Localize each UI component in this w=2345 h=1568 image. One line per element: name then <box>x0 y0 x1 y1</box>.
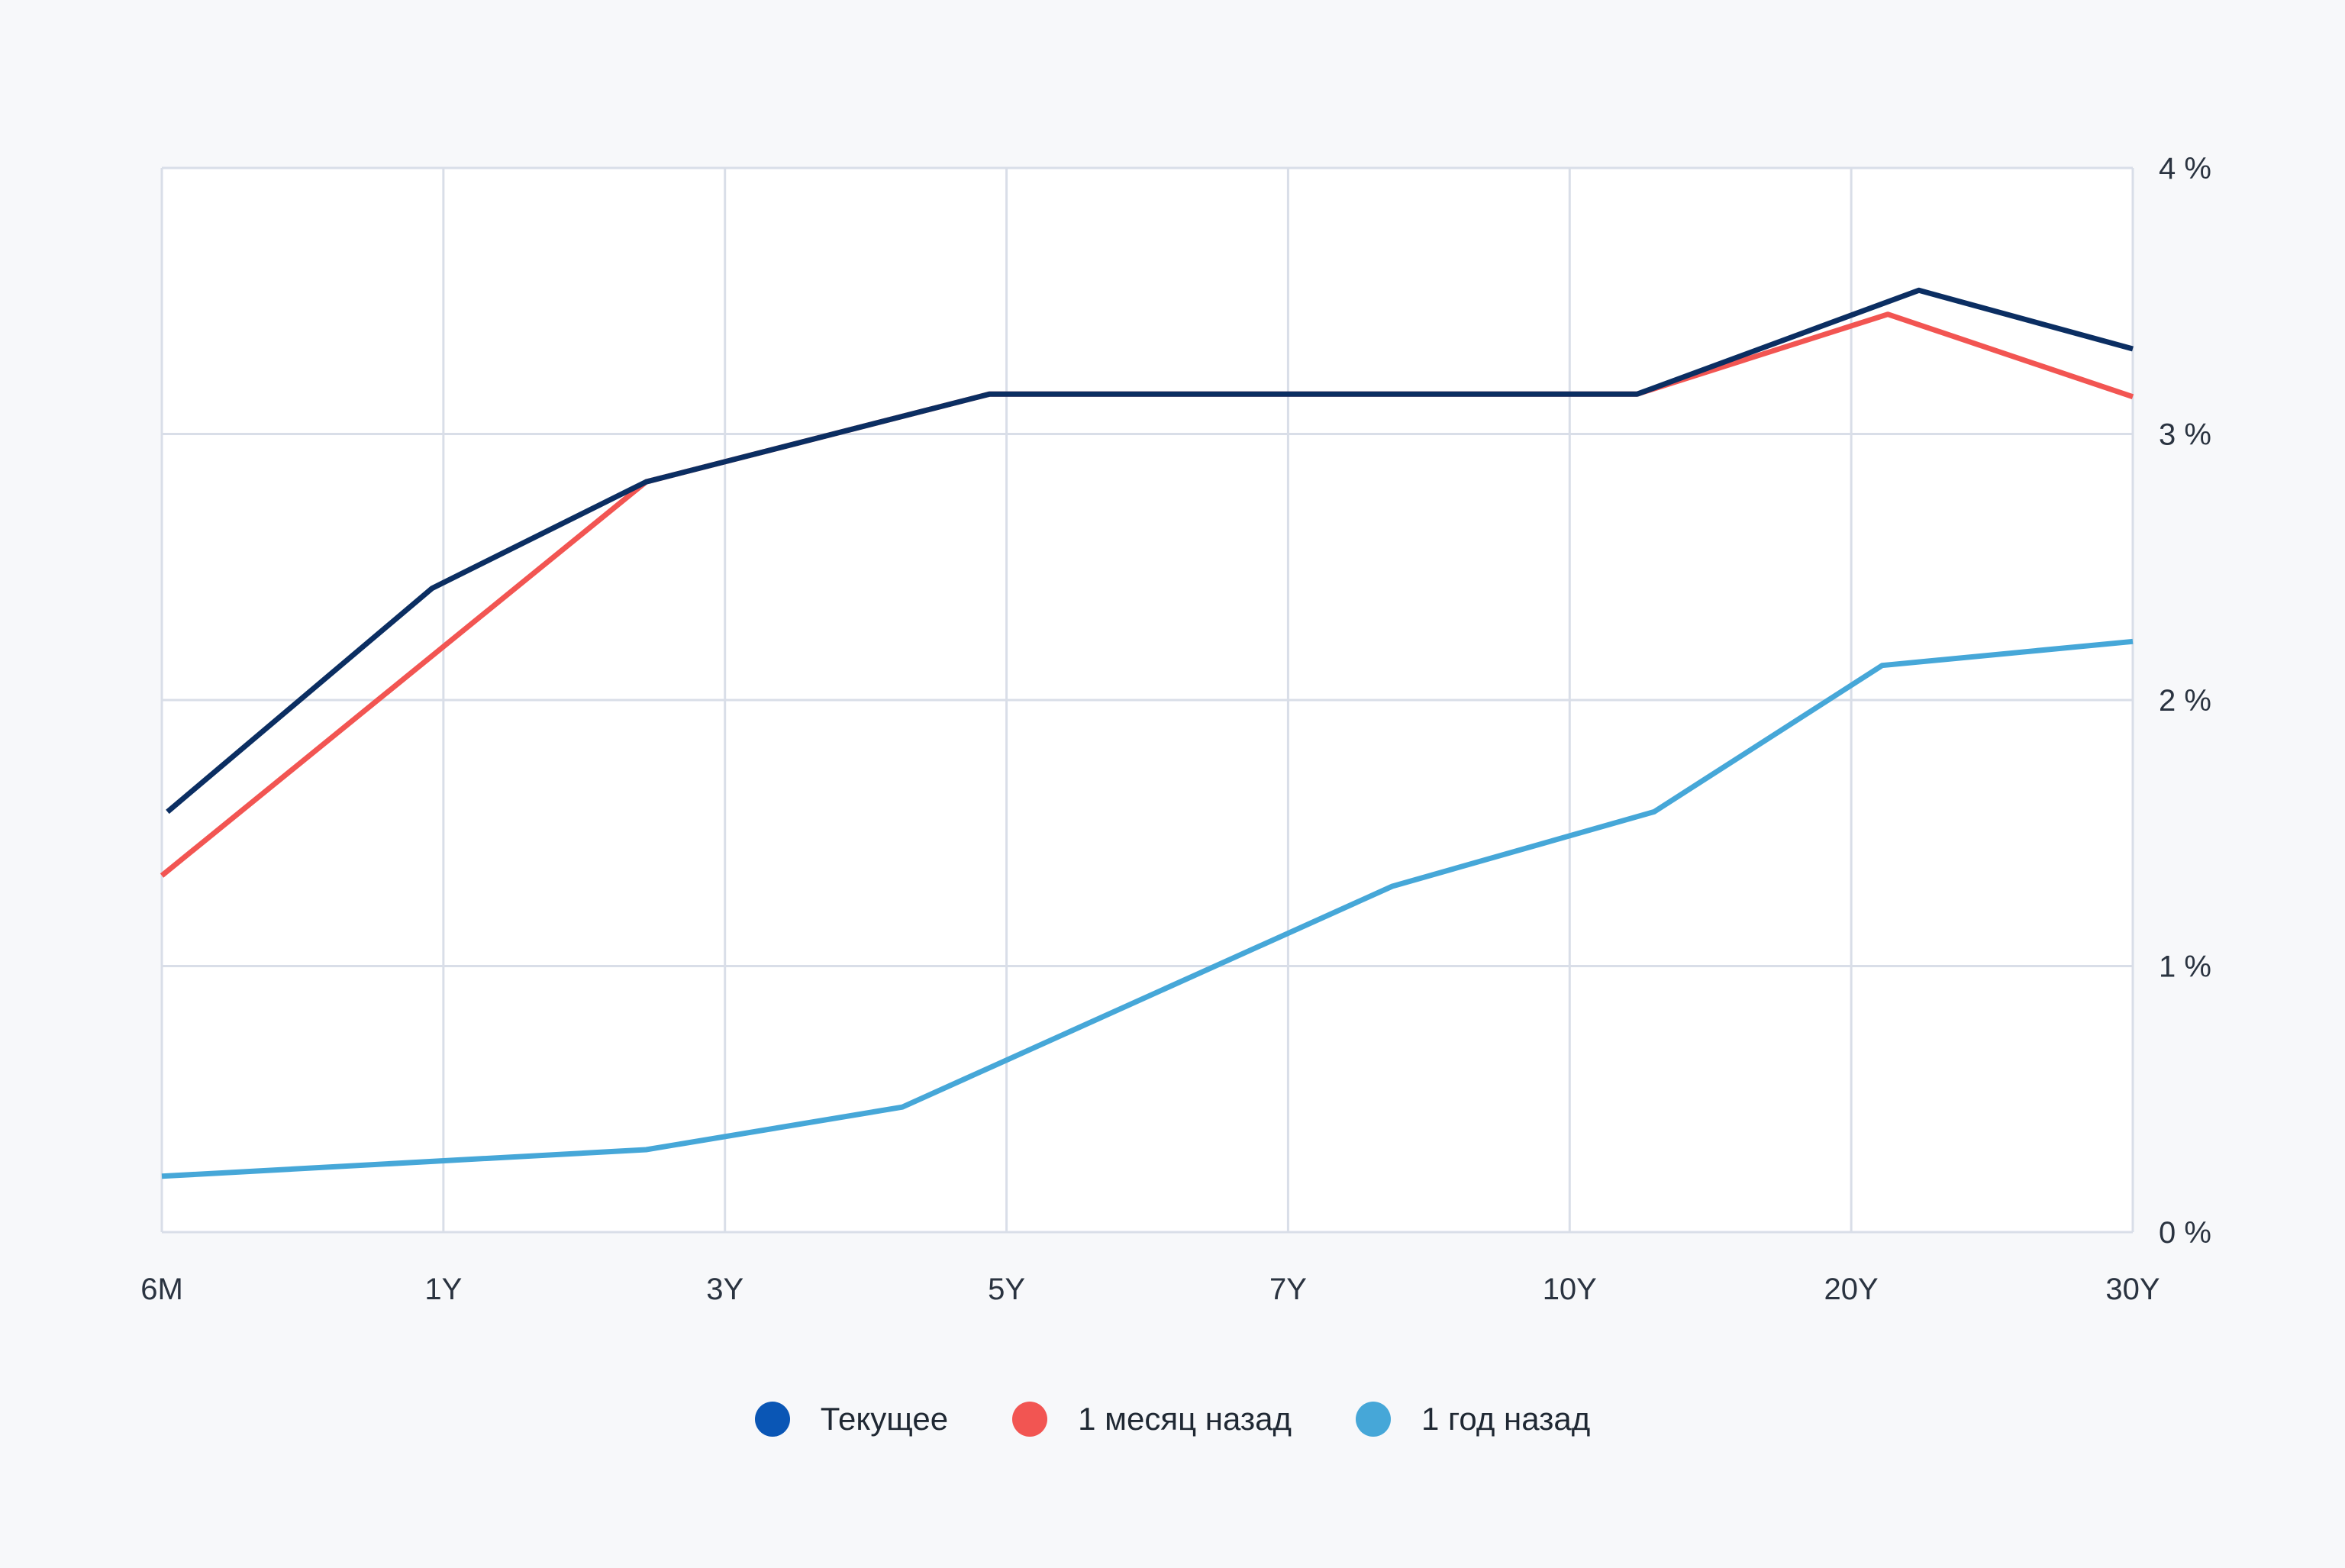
y-axis-ticks: 0 % 1 % 2 % 3 % 4 % <box>2159 152 2211 1250</box>
legend-marker-1-year-ago <box>1356 1402 1391 1437</box>
legend-label-current: Текущее <box>820 1401 949 1437</box>
x-tick-label-1y: 1Y <box>424 1273 462 1306</box>
x-tick-label-7y: 7Y <box>1269 1273 1307 1306</box>
series <box>160 287 2134 1179</box>
legend: Текущее 1 месяц назад 1 год назад <box>0 1392 2345 1446</box>
y-tick-label-1: 1 % <box>2159 950 2211 984</box>
legend-label-1-month-ago: 1 месяц назад <box>1078 1401 1292 1437</box>
legend-item-1-month-ago[interactable]: 1 месяц назад <box>1012 1401 1292 1437</box>
series-line-current <box>166 287 2134 815</box>
legend-label-1-year-ago: 1 год назад <box>1421 1401 1591 1437</box>
y-tick-label-4: 4 % <box>2159 152 2211 186</box>
legend-item-1-year-ago[interactable]: 1 год назад <box>1356 1401 1590 1437</box>
x-tick-label-3y: 3Y <box>706 1273 743 1306</box>
series-line-1-year-ago <box>161 638 2134 1179</box>
legend-marker-1-month-ago <box>1012 1402 1048 1437</box>
legend-item-current[interactable]: Текущее <box>754 1401 949 1437</box>
x-tick-label-20y: 20Y <box>1824 1273 1879 1306</box>
y-tick-label-2: 2 % <box>2159 684 2211 718</box>
x-tick-label-10y: 10Y <box>1543 1273 1597 1306</box>
x-axis-ticks: 6M 1Y 3Y 5Y 7Y 10Y 20Y 30Y <box>140 1273 2160 1306</box>
y-tick-label-3: 3 % <box>2159 418 2211 452</box>
x-tick-label-6m: 6M <box>140 1273 183 1306</box>
x-tick-label-5y: 5Y <box>988 1273 1025 1306</box>
y-tick-label-0: 0 % <box>2159 1216 2211 1250</box>
x-tick-label-30y: 30Y <box>2105 1273 2160 1306</box>
legend-marker-current <box>754 1402 790 1437</box>
grid <box>160 166 2134 1234</box>
